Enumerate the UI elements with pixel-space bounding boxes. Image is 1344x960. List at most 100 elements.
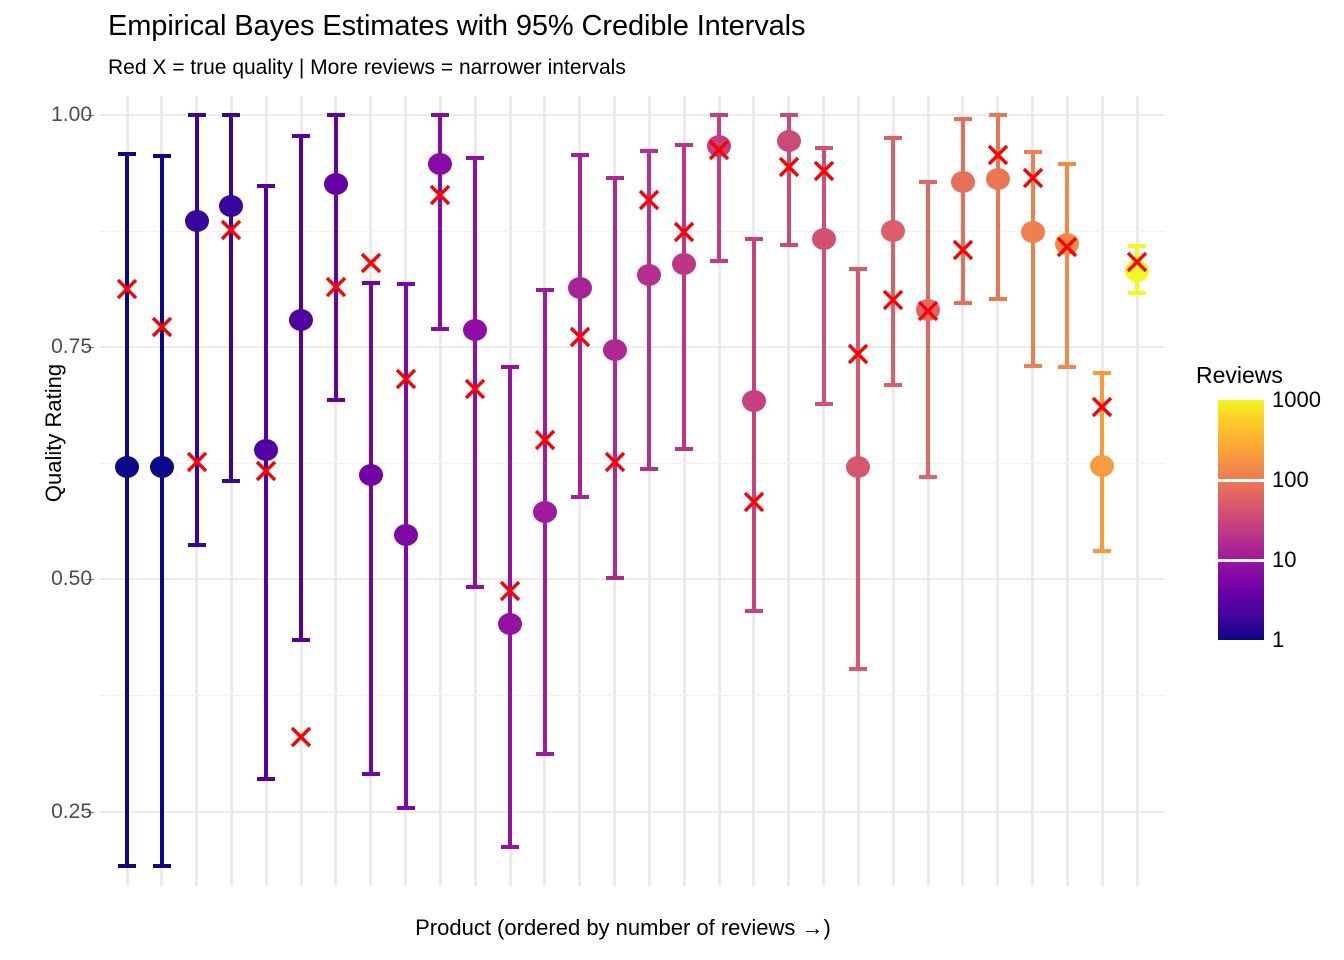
estimate-point (323, 173, 348, 196)
credible-interval-bar (368, 282, 373, 774)
horizontal-gridline-major (100, 810, 1165, 813)
estimate-point (1090, 454, 1115, 477)
credible-interval-bar (125, 153, 129, 866)
credible-interval-cap-lower (257, 777, 276, 782)
estimate-point (916, 298, 941, 321)
legend-title: Reviews (1196, 362, 1283, 388)
credible-interval-bar (926, 181, 931, 478)
credible-interval-cap-lower (152, 863, 171, 868)
estimate-point (567, 277, 592, 300)
credible-interval-cap-lower (292, 637, 311, 642)
credible-interval-cap-upper (744, 237, 763, 242)
credible-interval-cap-lower (849, 666, 868, 671)
credible-interval-bar (786, 114, 791, 245)
credible-interval-cap-upper (675, 143, 694, 148)
y-tick-mark (86, 114, 94, 116)
legend-reviews: Reviews 1000 100 10 1 (1196, 362, 1344, 662)
horizontal-gridline-major (100, 578, 1165, 581)
estimate-point (602, 338, 627, 361)
credible-interval-cap-lower (187, 542, 206, 547)
credible-interval-cap-upper (535, 288, 554, 293)
vertical-gridline (961, 96, 965, 886)
credible-interval-cap-upper (1093, 370, 1112, 375)
vertical-gridline (334, 96, 338, 886)
credible-interval-cap-lower (1128, 291, 1146, 296)
credible-interval-cap-upper (222, 112, 241, 117)
estimate-point (950, 170, 975, 193)
vertical-gridline (438, 96, 442, 886)
credible-interval-bar (264, 186, 269, 780)
credible-interval-bar (1065, 163, 1070, 368)
credible-interval-bar (403, 283, 408, 808)
estimate-point (1020, 220, 1045, 243)
credible-interval-bar (438, 114, 443, 330)
estimate-point (1125, 259, 1149, 282)
credible-interval-cap-lower (640, 466, 659, 471)
credible-interval-cap-upper (1023, 149, 1042, 154)
credible-interval-bar (717, 114, 722, 261)
credible-interval-bar (299, 135, 304, 640)
estimate-point (846, 455, 871, 478)
legend-tick-label: 1000 (1272, 387, 1321, 412)
vertical-gridline (1065, 96, 1069, 886)
vertical-gridline (647, 96, 651, 886)
credible-interval-cap-upper (884, 135, 903, 140)
vertical-gridline (787, 96, 791, 886)
credible-interval-cap-lower (431, 327, 450, 332)
estimate-point (741, 389, 766, 412)
legend-tick-label: 10 (1272, 547, 1297, 572)
credible-interval-cap-lower (535, 752, 554, 757)
vertical-gridline (996, 96, 1000, 886)
credible-interval-cap-lower (1093, 549, 1112, 554)
legend-tick-mark (1218, 558, 1264, 562)
credible-interval-bar (333, 114, 338, 400)
y-axis-ticks: 1.00 0.75 0.50 0.25 (0, 0, 94, 960)
estimate-point (289, 308, 314, 331)
horizontal-gridline-major (100, 345, 1165, 348)
credible-interval-cap-lower (710, 258, 729, 263)
estimate-point (149, 455, 174, 478)
credible-interval-bar (821, 148, 826, 404)
credible-interval-cap-upper (570, 152, 589, 157)
y-tick-label: 0.50 (51, 567, 92, 591)
credible-interval-cap-lower (222, 478, 241, 483)
credible-interval-cap-lower (988, 296, 1007, 301)
y-tick-label: 0.25 (51, 799, 92, 823)
vertical-gridline (682, 96, 686, 886)
credible-interval-cap-upper (605, 175, 624, 180)
credible-interval-bar (159, 156, 164, 866)
horizontal-gridline-minor (100, 230, 1165, 232)
y-tick-label: 0.75 (51, 334, 92, 358)
estimate-point (428, 152, 453, 175)
vertical-gridline (229, 96, 233, 886)
credible-interval-bar (577, 154, 582, 497)
estimate-point (115, 455, 139, 478)
credible-interval-cap-upper (988, 112, 1007, 117)
legend-tick-label: 1 (1272, 627, 1285, 652)
estimate-point (219, 194, 244, 217)
estimate-point (776, 129, 801, 152)
credible-interval-bar (612, 177, 617, 579)
credible-interval-cap-upper (326, 112, 345, 117)
y-tick-mark (86, 346, 94, 348)
credible-interval-cap-upper (431, 112, 450, 117)
legend-tick-mark (1218, 639, 1264, 642)
credible-interval-cap-upper (118, 151, 136, 156)
horizontal-gridline-major (100, 113, 1165, 116)
vertical-gridline (717, 96, 721, 886)
credible-interval-cap-lower (501, 844, 520, 849)
estimate-point (637, 264, 662, 287)
credible-interval-cap-lower (1023, 364, 1042, 369)
estimate-point (254, 439, 279, 462)
credible-interval-cap-lower (466, 584, 485, 589)
legend-colorbar (1218, 400, 1264, 640)
credible-interval-bar (682, 145, 687, 450)
estimate-point (811, 228, 836, 251)
credible-interval-cap-lower (396, 805, 415, 810)
credible-interval-cap-lower (953, 301, 972, 306)
credible-interval-cap-lower (118, 863, 136, 868)
credible-interval-bar (751, 239, 756, 611)
estimate-point (393, 523, 418, 546)
credible-interval-bar (960, 119, 965, 304)
